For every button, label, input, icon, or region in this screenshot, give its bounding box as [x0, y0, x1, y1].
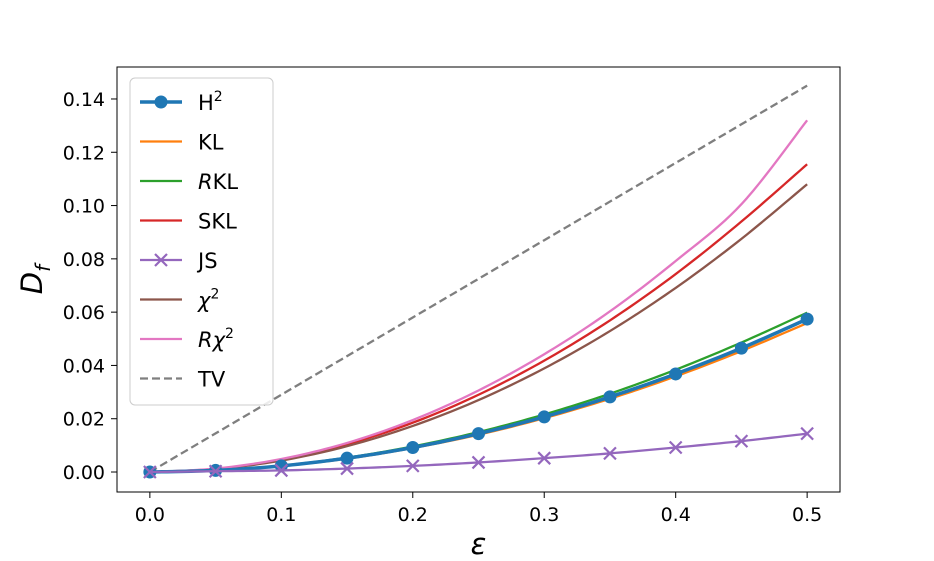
legend-label-TV: TV [197, 368, 226, 392]
data-point-marker [537, 410, 551, 424]
series-line-Rχ² [149, 119, 809, 474]
data-point-marker [208, 464, 223, 478]
data-point-marker [603, 390, 617, 404]
y-tick-label: 0.10 [63, 196, 105, 218]
legend-label-superscript: 2 [214, 89, 223, 105]
series-line-TV [149, 84, 808, 474]
x-tick-label: 0.1 [266, 504, 296, 526]
legend-label-italic: χ [197, 289, 212, 313]
legend-marker [154, 253, 168, 267]
legend-label-main: TV [197, 368, 226, 392]
data-point-marker [406, 441, 420, 455]
y-tick-label: 0.08 [63, 249, 105, 271]
y-tick-label: 0.04 [63, 355, 105, 377]
legend-marker [154, 95, 168, 109]
y-axis: 0.00 0.02 0.04 0.06 0.08 0.10 0.12 0.14 [63, 89, 117, 484]
data-point-marker [274, 459, 288, 473]
legend-label-KL: KL [198, 131, 224, 155]
data-point-marker [471, 455, 486, 470]
data-point-marker [472, 427, 485, 441]
legend-label-main: KL [213, 170, 239, 194]
y-axis-label-subscript: f [31, 262, 55, 272]
series-line-χ² [149, 183, 808, 474]
legend-label-Rχ²: Rχ2 [198, 326, 234, 352]
y-tick-label: 0.06 [63, 302, 105, 324]
legend-label-main: JS [196, 249, 218, 273]
data-point-marker [734, 341, 748, 355]
legend-label-italic: Rχ [198, 328, 227, 352]
legend-label-H²: H2 [198, 89, 223, 115]
y-tick-label: 0.12 [63, 142, 105, 164]
data-point-marker [800, 312, 814, 326]
y-tick-label: 0.02 [63, 409, 105, 431]
legend-label-superscript: 2 [210, 287, 219, 303]
x-tick-label: 0.5 [792, 504, 822, 526]
legend-label-italic: R [198, 170, 213, 194]
legend-label-main: H [198, 91, 214, 115]
x-tick-label: 0.0 [135, 504, 165, 526]
data-point-marker [734, 434, 749, 448]
data-point-marker [668, 440, 683, 455]
legend-box [129, 77, 274, 406]
data-point-marker [340, 461, 354, 476]
y-tick-label: 0.14 [63, 89, 105, 111]
legend-label-χ²: χ2 [197, 287, 219, 313]
data-point-marker [537, 451, 552, 465]
legend-label-main: SKL [198, 210, 237, 234]
y-axis-label: Df [15, 262, 55, 294]
data-point-marker [274, 463, 289, 478]
legend-label-RKL: RKL [198, 170, 238, 194]
legend-label-superscript: 2 [225, 326, 234, 342]
x-tick-label: 0.3 [529, 504, 559, 526]
legend-label-JS: JS [196, 249, 218, 273]
legend-label-main: KL [198, 131, 224, 155]
plot-area-frame [116, 66, 841, 493]
y-axis-label-main: D [15, 272, 49, 294]
x-axis-label: ε [471, 527, 487, 561]
y-tick-label: 0.00 [63, 462, 105, 484]
data-point-marker [405, 459, 420, 473]
x-axis: 0.0 0.1 0.2 0.3 0.4 0.5 [135, 492, 822, 526]
x-tick-label: 0.4 [661, 504, 691, 526]
x-tick-label: 0.2 [398, 504, 428, 526]
data-point-marker [800, 426, 814, 441]
data-point-marker [340, 451, 354, 465]
legend-label-SKL: SKL [198, 210, 237, 234]
data-point-marker [669, 367, 683, 381]
data-point-marker [603, 446, 617, 461]
data-point-marker [143, 465, 157, 479]
series-layer [143, 84, 814, 479]
